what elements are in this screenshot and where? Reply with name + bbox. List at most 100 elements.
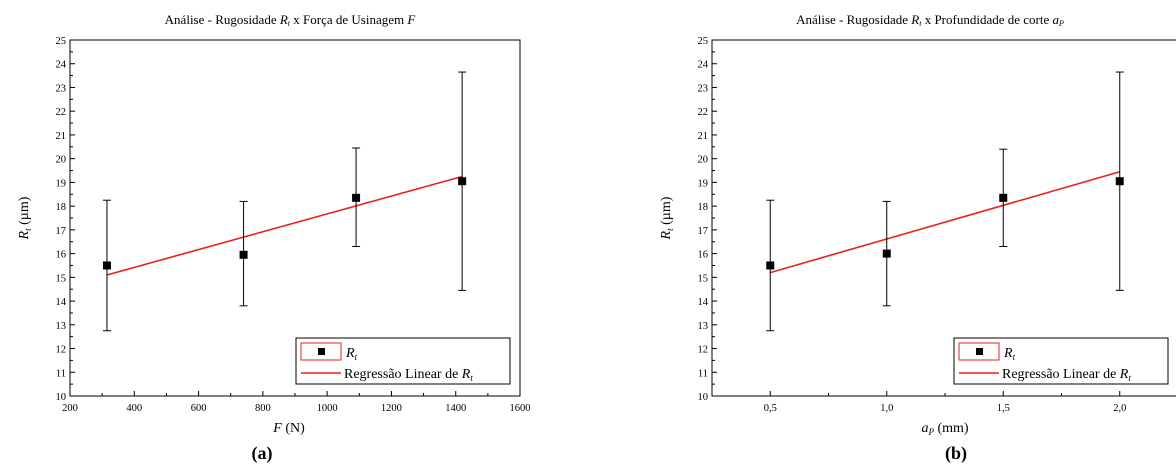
legend-regression-var: R [1119, 367, 1129, 382]
legend-regression-var: R [461, 367, 471, 382]
y-axis-label: Rt (µm) [17, 196, 33, 240]
x-axis-label-sub: P [927, 427, 934, 437]
y-tick-label: 20 [56, 155, 67, 166]
y-tick-label: 19 [698, 178, 709, 189]
x-tick-label: 0,5 [764, 403, 777, 414]
y-tick-label: 22 [56, 107, 67, 118]
chart-title-var2-sub: P [1058, 19, 1064, 28]
regression-line [106, 175, 463, 276]
legend-regression-label: Regressão Linear de [344, 367, 462, 382]
legend-box [953, 337, 1169, 385]
y-tick-label: 15 [698, 273, 709, 284]
legend-entry-regression: Regressão Linear de Rt [344, 367, 473, 383]
x-axis-label-unit: (N) [282, 421, 305, 436]
y-tick-label: 12 [698, 345, 709, 356]
legend-regression-label: Regressão Linear de [1002, 367, 1120, 382]
y-tick-label: 16 [56, 250, 67, 261]
y-tick-label: 21 [698, 131, 709, 142]
x-tick-label: 1600 [510, 403, 531, 414]
y-axis-label-sub: t [665, 228, 675, 231]
chart-title-prefix: Análise - Rugosidade [796, 12, 911, 27]
legend-marker-square [318, 348, 325, 355]
legend-marker-square [976, 348, 983, 355]
legend-marker-var: R [1003, 346, 1013, 361]
panel-label: (b) [945, 443, 967, 464]
chart-title-middle: x Profundidade de corte [921, 12, 1052, 27]
y-tick-label: 13 [698, 321, 709, 332]
chart-title-var-sub: t [288, 19, 291, 28]
y-tick-label: 24 [56, 60, 67, 71]
y-tick-label: 10 [698, 392, 709, 403]
y-tick-label: 25 [698, 36, 709, 47]
x-axis-label: F (N) [272, 421, 305, 436]
y-tick-label: 22 [698, 107, 709, 118]
y-axis-label-var: R [659, 230, 674, 240]
y-tick-label: 17 [698, 226, 709, 237]
data-point [102, 261, 111, 270]
chart-title-var2: F [406, 12, 416, 27]
legend-box [295, 337, 511, 385]
y-axis-label-unit: (µm) [17, 196, 32, 228]
data-point [882, 249, 891, 258]
legend-marker-sub: t [355, 352, 358, 362]
data-point [766, 261, 775, 270]
panel-label: (a) [252, 443, 273, 464]
x-axis-label-var: a [921, 421, 928, 436]
legend-marker-frame [300, 342, 342, 361]
data-point [352, 193, 361, 202]
y-axis-label-var: R [17, 230, 32, 240]
chart-title-var-sub: t [919, 19, 922, 28]
x-axis-label-var: F [272, 421, 282, 436]
y-tick-label: 21 [56, 131, 67, 142]
y-tick-label: 23 [698, 83, 709, 94]
y-axis-label-sub: t [23, 228, 33, 231]
y-tick-label: 24 [698, 60, 709, 71]
legend-marker-sub: t [1013, 352, 1016, 362]
legend-marker-var: R [345, 346, 355, 361]
x-tick-label: 200 [62, 403, 78, 414]
chart-title-var2: a [1053, 12, 1060, 27]
data-point [1115, 177, 1124, 186]
x-tick-label: 2,0 [1113, 403, 1126, 414]
data-point [999, 193, 1008, 202]
y-tick-label: 16 [698, 250, 709, 261]
y-tick-label: 20 [698, 155, 709, 166]
y-tick-label: 17 [56, 226, 67, 237]
regression-line [770, 170, 1120, 274]
y-tick-label: 14 [56, 297, 67, 308]
y-tick-label: 23 [56, 83, 67, 94]
y-tick-label: 18 [698, 202, 709, 213]
data-point [458, 177, 467, 186]
legend-regression-sub: t [1128, 373, 1131, 383]
legend-entry-regression: Regressão Linear de Rt [1002, 367, 1131, 383]
y-axis-label: Rt (µm) [659, 196, 675, 240]
x-axis-label: aP (mm) [921, 421, 968, 437]
x-tick-label: 600 [191, 403, 207, 414]
x-tick-label: 1200 [381, 403, 402, 414]
x-tick-label: 800 [255, 403, 271, 414]
y-tick-label: 19 [56, 178, 67, 189]
y-tick-label: 15 [56, 273, 67, 284]
x-tick-label: 1,5 [997, 403, 1010, 414]
legend-entry-points: Rt [1003, 346, 1016, 362]
chart-title: Análise - Rugosidade Rt x Profundidade d… [796, 12, 1064, 28]
chart-a: Análise - Rugosidade Rt x Força de Usina… [17, 12, 531, 464]
chart-title-prefix: Análise - Rugosidade [165, 12, 280, 27]
chart-title-middle: x Força de Usinagem [290, 12, 407, 27]
x-axis-label-unit: (mm) [934, 421, 969, 436]
y-tick-label: 14 [698, 297, 709, 308]
legend-regression-sub: t [470, 373, 473, 383]
chart-b: Análise - Rugosidade Rt x Profundidade d… [659, 12, 1176, 464]
x-tick-label: 400 [126, 403, 142, 414]
data-point [239, 250, 248, 259]
chart-title-var: R [910, 12, 919, 27]
y-tick-label: 11 [56, 368, 66, 379]
y-tick-label: 10 [56, 392, 67, 403]
legend-marker-frame [958, 342, 1000, 361]
x-tick-label: 1400 [445, 403, 466, 414]
y-tick-label: 13 [56, 321, 67, 332]
y-axis-label-unit: (µm) [659, 196, 674, 228]
